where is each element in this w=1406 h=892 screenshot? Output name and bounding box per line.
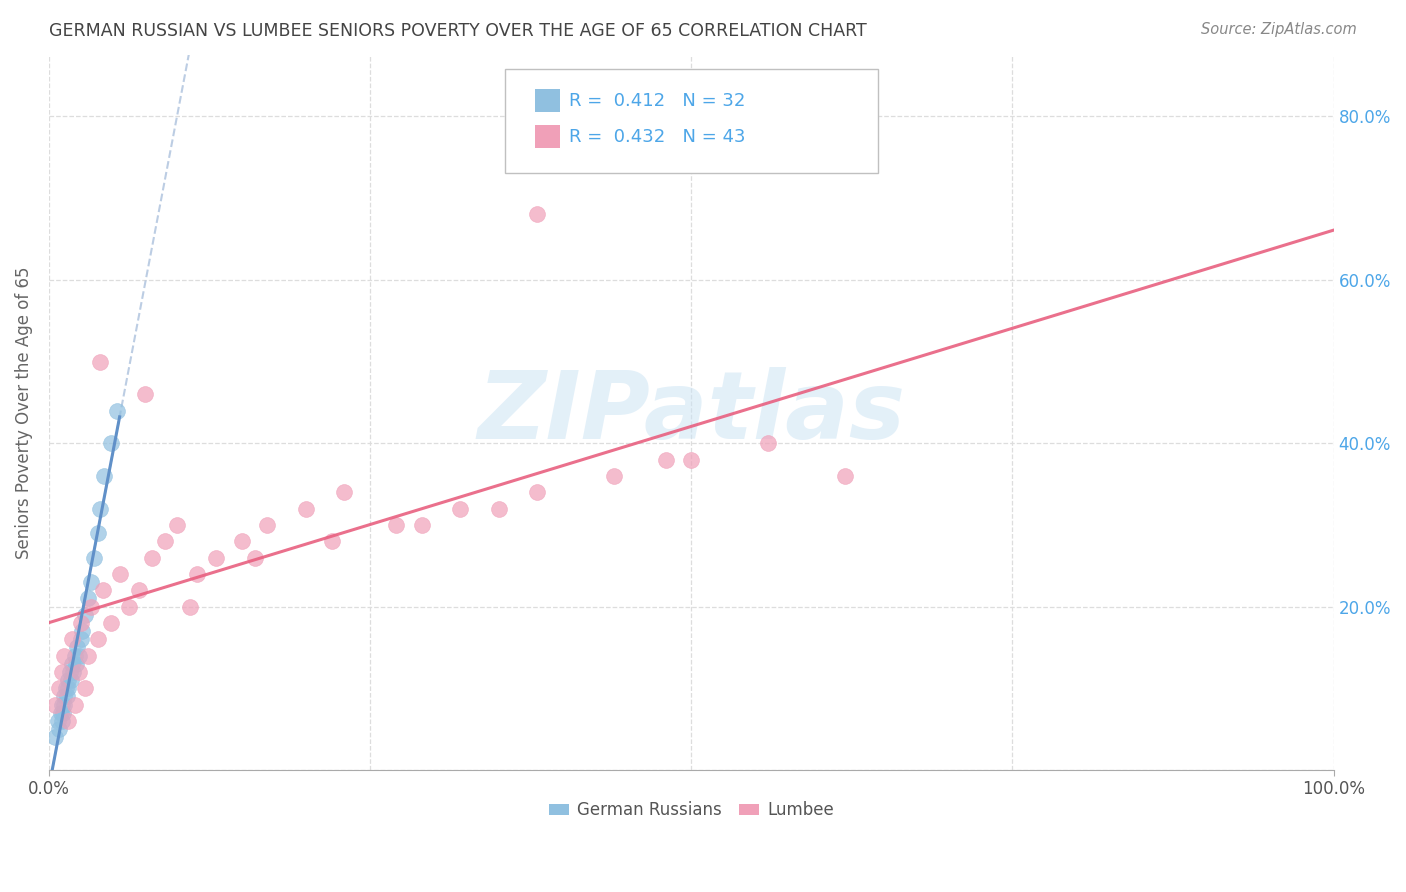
Point [49, 706, 72, 720]
Point [65, 657, 87, 671]
Point [108, 566, 131, 581]
Point [488, 501, 510, 516]
Point [128, 583, 150, 598]
Bar [534, 125, 560, 148]
Point [53, 648, 76, 663]
Point [100, 615, 122, 630]
Text: GERMAN RUSSIAN VS LUMBEE SENIORS POVERTY OVER THE AGE OF 65 CORRELATION CHART: GERMAN RUSSIAN VS LUMBEE SENIORS POVERTY… [49, 22, 868, 40]
Point [73, 681, 96, 696]
Point [51, 698, 73, 712]
Point [100, 436, 122, 450]
Point [526, 207, 548, 221]
Point [66, 640, 89, 655]
Point [59, 673, 82, 687]
Point [87, 632, 110, 647]
Point [58, 665, 80, 679]
Point [243, 550, 266, 565]
Y-axis label: Seniors Poverty Over the Age of 65: Seniors Poverty Over the Age of 65 [15, 267, 32, 558]
Point [295, 501, 318, 516]
Point [80, 599, 103, 614]
Text: ZIPatlas: ZIPatlas [477, 367, 905, 458]
Point [134, 387, 156, 401]
Point [93, 469, 115, 483]
Point [76, 591, 98, 606]
Point [153, 534, 176, 549]
Text: R =  0.432   N = 43: R = 0.432 N = 43 [569, 128, 745, 145]
Point [63, 648, 86, 663]
Point [87, 526, 110, 541]
Point [55, 681, 77, 696]
Point [117, 599, 139, 614]
Legend: German Russians, Lumbee: German Russians, Lumbee [543, 795, 841, 826]
Point [60, 632, 83, 647]
Point [58, 714, 80, 728]
Point [654, 452, 676, 467]
Bar [534, 89, 560, 112]
Point [758, 436, 780, 450]
Point [60, 657, 83, 671]
Point [58, 681, 80, 696]
Point [48, 722, 70, 736]
Text: Source: ZipAtlas.com: Source: ZipAtlas.com [1201, 22, 1357, 37]
Point [89, 501, 111, 516]
Text: R =  0.412   N = 32: R = 0.412 N = 32 [569, 92, 745, 110]
Point [91, 583, 114, 598]
Point [73, 607, 96, 622]
Point [62, 665, 84, 679]
Point [333, 485, 356, 500]
Point [449, 501, 471, 516]
Point [681, 452, 703, 467]
Point [76, 648, 98, 663]
Point [58, 673, 80, 687]
Point [186, 566, 208, 581]
Point [44, 698, 66, 712]
Point [80, 575, 103, 590]
Point [411, 517, 433, 532]
Point [70, 615, 93, 630]
Point [67, 665, 90, 679]
Point [63, 698, 86, 712]
FancyBboxPatch shape [505, 70, 877, 173]
Point [834, 469, 856, 483]
Point [44, 731, 66, 745]
Point [53, 698, 76, 712]
Point [72, 624, 94, 639]
Point [70, 632, 93, 647]
Point [51, 714, 73, 728]
Point [53, 690, 76, 704]
Point [51, 665, 73, 679]
Point [46, 714, 69, 728]
Point [385, 517, 408, 532]
Point [321, 534, 343, 549]
Point [256, 517, 278, 532]
Point [48, 681, 70, 696]
Point [52, 706, 75, 720]
Point [105, 403, 128, 417]
Point [141, 550, 163, 565]
Point [56, 690, 79, 704]
Point [205, 550, 228, 565]
Point [231, 534, 253, 549]
Point [67, 648, 90, 663]
Point [89, 354, 111, 368]
Point [83, 550, 105, 565]
Point [526, 485, 548, 500]
Point [166, 517, 188, 532]
Point [603, 469, 626, 483]
Point [179, 599, 201, 614]
